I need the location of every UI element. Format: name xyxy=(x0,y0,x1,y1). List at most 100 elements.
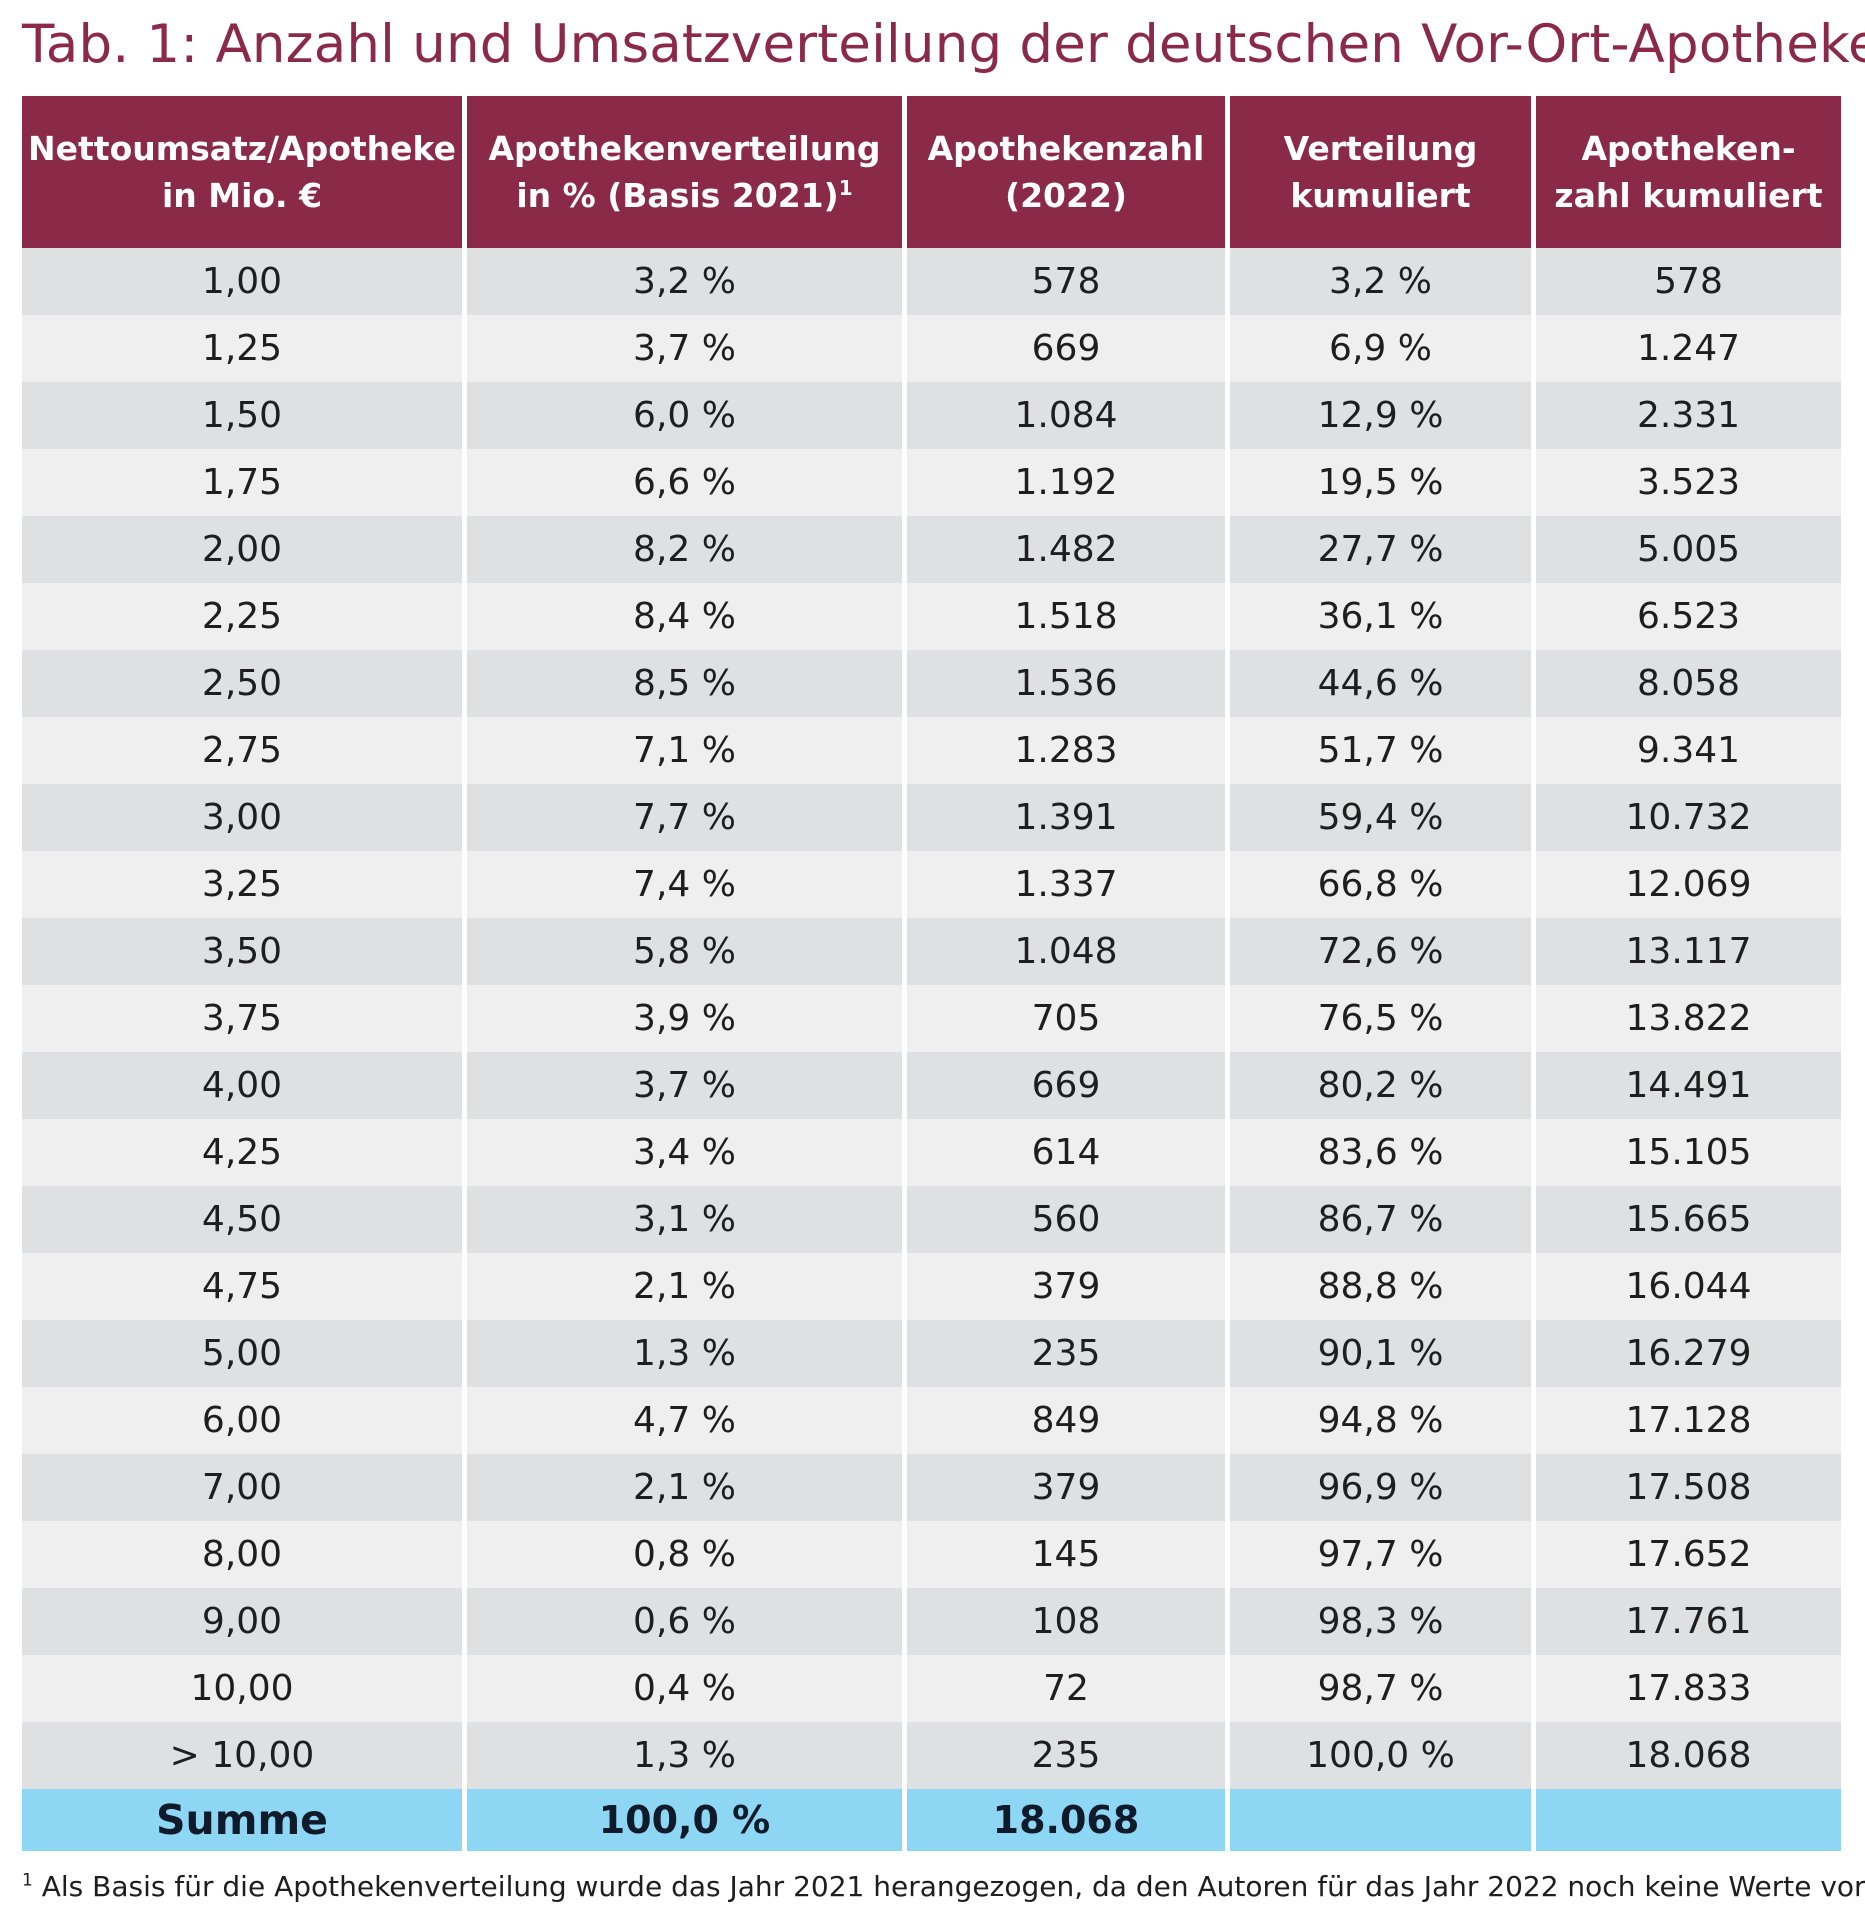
header-line: Apothekenzahl xyxy=(927,129,1205,168)
table-row: 3,25 7,4 % 1.337 66,8 % 12.069 xyxy=(22,851,1841,918)
cell-zahl-kumuliert: 16.279 xyxy=(1536,1320,1841,1387)
cell-zahl-kumuliert: 15.105 xyxy=(1536,1119,1841,1186)
cell-verteilung-kumuliert: 80,2 % xyxy=(1230,1052,1536,1119)
table-header: Nettoumsatz/Apotheke in Mio. € Apotheken… xyxy=(22,96,1841,248)
cell-nettoumsatz: 6,00 xyxy=(22,1387,467,1454)
cell-zahl: 560 xyxy=(907,1186,1230,1253)
cell-verteilung-kumuliert: 98,3 % xyxy=(1230,1588,1536,1655)
cell-zahl-kumuliert: 16.044 xyxy=(1536,1253,1841,1320)
cell-verteilung: 6,6 % xyxy=(467,449,907,516)
cell-zahl: 1.084 xyxy=(907,382,1230,449)
header-line: Verteilung xyxy=(1283,129,1478,168)
cell-verteilung: 7,4 % xyxy=(467,851,907,918)
cell-zahl: 379 xyxy=(907,1253,1230,1320)
cell-nettoumsatz: 2,25 xyxy=(22,583,467,650)
cell-nettoumsatz: 8,00 xyxy=(22,1521,467,1588)
cell-zahl-kumuliert: 17.508 xyxy=(1536,1454,1841,1521)
footnote: 1 Als Basis für die Apothekenverteilung … xyxy=(22,1870,1865,1903)
table-footer: Summe 100,0 % 18.068 xyxy=(22,1789,1841,1851)
table-row: 1,50 6,0 % 1.084 12,9 % 2.331 xyxy=(22,382,1841,449)
cell-verteilung-kumuliert: 96,9 % xyxy=(1230,1454,1536,1521)
cell-verteilung-kumuliert: 12,9 % xyxy=(1230,382,1536,449)
cell-zahl: 1.536 xyxy=(907,650,1230,717)
cell-verteilung-kumuliert: 98,7 % xyxy=(1230,1655,1536,1722)
cell-verteilung-kumuliert: 51,7 % xyxy=(1230,717,1536,784)
cell-verteilung: 8,2 % xyxy=(467,516,907,583)
header-line-with-mark: in % (Basis 2021)1 xyxy=(473,172,896,219)
cell-nettoumsatz: 10,00 xyxy=(22,1655,467,1722)
summary-label: Summe xyxy=(22,1789,467,1851)
summary-row: Summe 100,0 % 18.068 xyxy=(22,1789,1841,1851)
cell-nettoumsatz: 3,25 xyxy=(22,851,467,918)
table-row: 8,00 0,8 % 145 97,7 % 17.652 xyxy=(22,1521,1841,1588)
table-title: Tab. 1: Anzahl und Umsatzverteilung der … xyxy=(22,14,1865,75)
cell-zahl: 849 xyxy=(907,1387,1230,1454)
cell-nettoumsatz: 5,00 xyxy=(22,1320,467,1387)
cell-verteilung-kumuliert: 6,9 % xyxy=(1230,315,1536,382)
cell-nettoumsatz: 1,00 xyxy=(22,248,467,315)
cell-verteilung-kumuliert: 36,1 % xyxy=(1230,583,1536,650)
footnote-mark: 1 xyxy=(838,176,853,200)
cell-zahl: 1.192 xyxy=(907,449,1230,516)
cell-nettoumsatz: > 10,00 xyxy=(22,1722,467,1789)
table-row: 6,00 4,7 % 849 94,8 % 17.128 xyxy=(22,1387,1841,1454)
cell-verteilung-kumuliert: 27,7 % xyxy=(1230,516,1536,583)
cell-zahl-kumuliert: 578 xyxy=(1536,248,1841,315)
cell-verteilung: 3,1 % xyxy=(467,1186,907,1253)
cell-verteilung-kumuliert: 86,7 % xyxy=(1230,1186,1536,1253)
cell-zahl: 1.482 xyxy=(907,516,1230,583)
cell-nettoumsatz: 9,00 xyxy=(22,1588,467,1655)
table-row: 1,75 6,6 % 1.192 19,5 % 3.523 xyxy=(22,449,1841,516)
cell-zahl: 669 xyxy=(907,1052,1230,1119)
cell-verteilung: 8,5 % xyxy=(467,650,907,717)
summary-verteilung: 100,0 % xyxy=(467,1789,907,1851)
cell-zahl-kumuliert: 1.247 xyxy=(1536,315,1841,382)
table-row: 2,25 8,4 % 1.518 36,1 % 6.523 xyxy=(22,583,1841,650)
cell-verteilung: 5,8 % xyxy=(467,918,907,985)
header-line: Apotheken- xyxy=(1581,129,1796,168)
table-row: 7,00 2,1 % 379 96,9 % 17.508 xyxy=(22,1454,1841,1521)
summary-zahl-kumuliert xyxy=(1536,1789,1841,1851)
cell-verteilung-kumuliert: 88,8 % xyxy=(1230,1253,1536,1320)
cell-verteilung: 2,1 % xyxy=(467,1253,907,1320)
cell-verteilung: 0,6 % xyxy=(467,1588,907,1655)
cell-zahl: 1.518 xyxy=(907,583,1230,650)
cell-verteilung: 3,7 % xyxy=(467,1052,907,1119)
header-line: (2022) xyxy=(1004,176,1127,215)
cell-verteilung: 6,0 % xyxy=(467,382,907,449)
header-line: zahl kumuliert xyxy=(1554,176,1823,215)
header-apothekenzahl: Apothekenzahl (2022) xyxy=(907,96,1230,248)
cell-verteilung-kumuliert: 66,8 % xyxy=(1230,851,1536,918)
cell-zahl-kumuliert: 17.833 xyxy=(1536,1655,1841,1722)
cell-verteilung: 4,7 % xyxy=(467,1387,907,1454)
table-row: 5,00 1,3 % 235 90,1 % 16.279 xyxy=(22,1320,1841,1387)
cell-nettoumsatz: 1,75 xyxy=(22,449,467,516)
cell-zahl-kumuliert: 3.523 xyxy=(1536,449,1841,516)
cell-zahl: 1.048 xyxy=(907,918,1230,985)
cell-verteilung-kumuliert: 19,5 % xyxy=(1230,449,1536,516)
table-row: 10,00 0,4 % 72 98,7 % 17.833 xyxy=(22,1655,1841,1722)
cell-zahl: 669 xyxy=(907,315,1230,382)
summary-zahl: 18.068 xyxy=(907,1789,1230,1851)
table-row: 3,00 7,7 % 1.391 59,4 % 10.732 xyxy=(22,784,1841,851)
cell-verteilung-kumuliert: 3,2 % xyxy=(1230,248,1536,315)
cell-zahl-kumuliert: 6.523 xyxy=(1536,583,1841,650)
cell-verteilung-kumuliert: 97,7 % xyxy=(1230,1521,1536,1588)
cell-verteilung-kumuliert: 44,6 % xyxy=(1230,650,1536,717)
cell-nettoumsatz: 3,00 xyxy=(22,784,467,851)
cell-zahl-kumuliert: 17.761 xyxy=(1536,1588,1841,1655)
table-row: 4,00 3,7 % 669 80,2 % 14.491 xyxy=(22,1052,1841,1119)
cell-zahl-kumuliert: 13.117 xyxy=(1536,918,1841,985)
header-line: Nettoumsatz/Apotheke xyxy=(28,129,456,168)
cell-zahl: 1.283 xyxy=(907,717,1230,784)
cell-verteilung: 3,2 % xyxy=(467,248,907,315)
cell-zahl: 578 xyxy=(907,248,1230,315)
footnote-text: Als Basis für die Apothekenverteilung wu… xyxy=(41,1870,1865,1903)
cell-zahl-kumuliert: 18.068 xyxy=(1536,1722,1841,1789)
header-line: Apothekenverteilung xyxy=(488,129,881,168)
cell-zahl-kumuliert: 17.128 xyxy=(1536,1387,1841,1454)
cell-verteilung: 3,9 % xyxy=(467,985,907,1052)
table-row: > 10,00 1,3 % 235 100,0 % 18.068 xyxy=(22,1722,1841,1789)
cell-zahl-kumuliert: 17.652 xyxy=(1536,1521,1841,1588)
table-row: 9,00 0,6 % 108 98,3 % 17.761 xyxy=(22,1588,1841,1655)
